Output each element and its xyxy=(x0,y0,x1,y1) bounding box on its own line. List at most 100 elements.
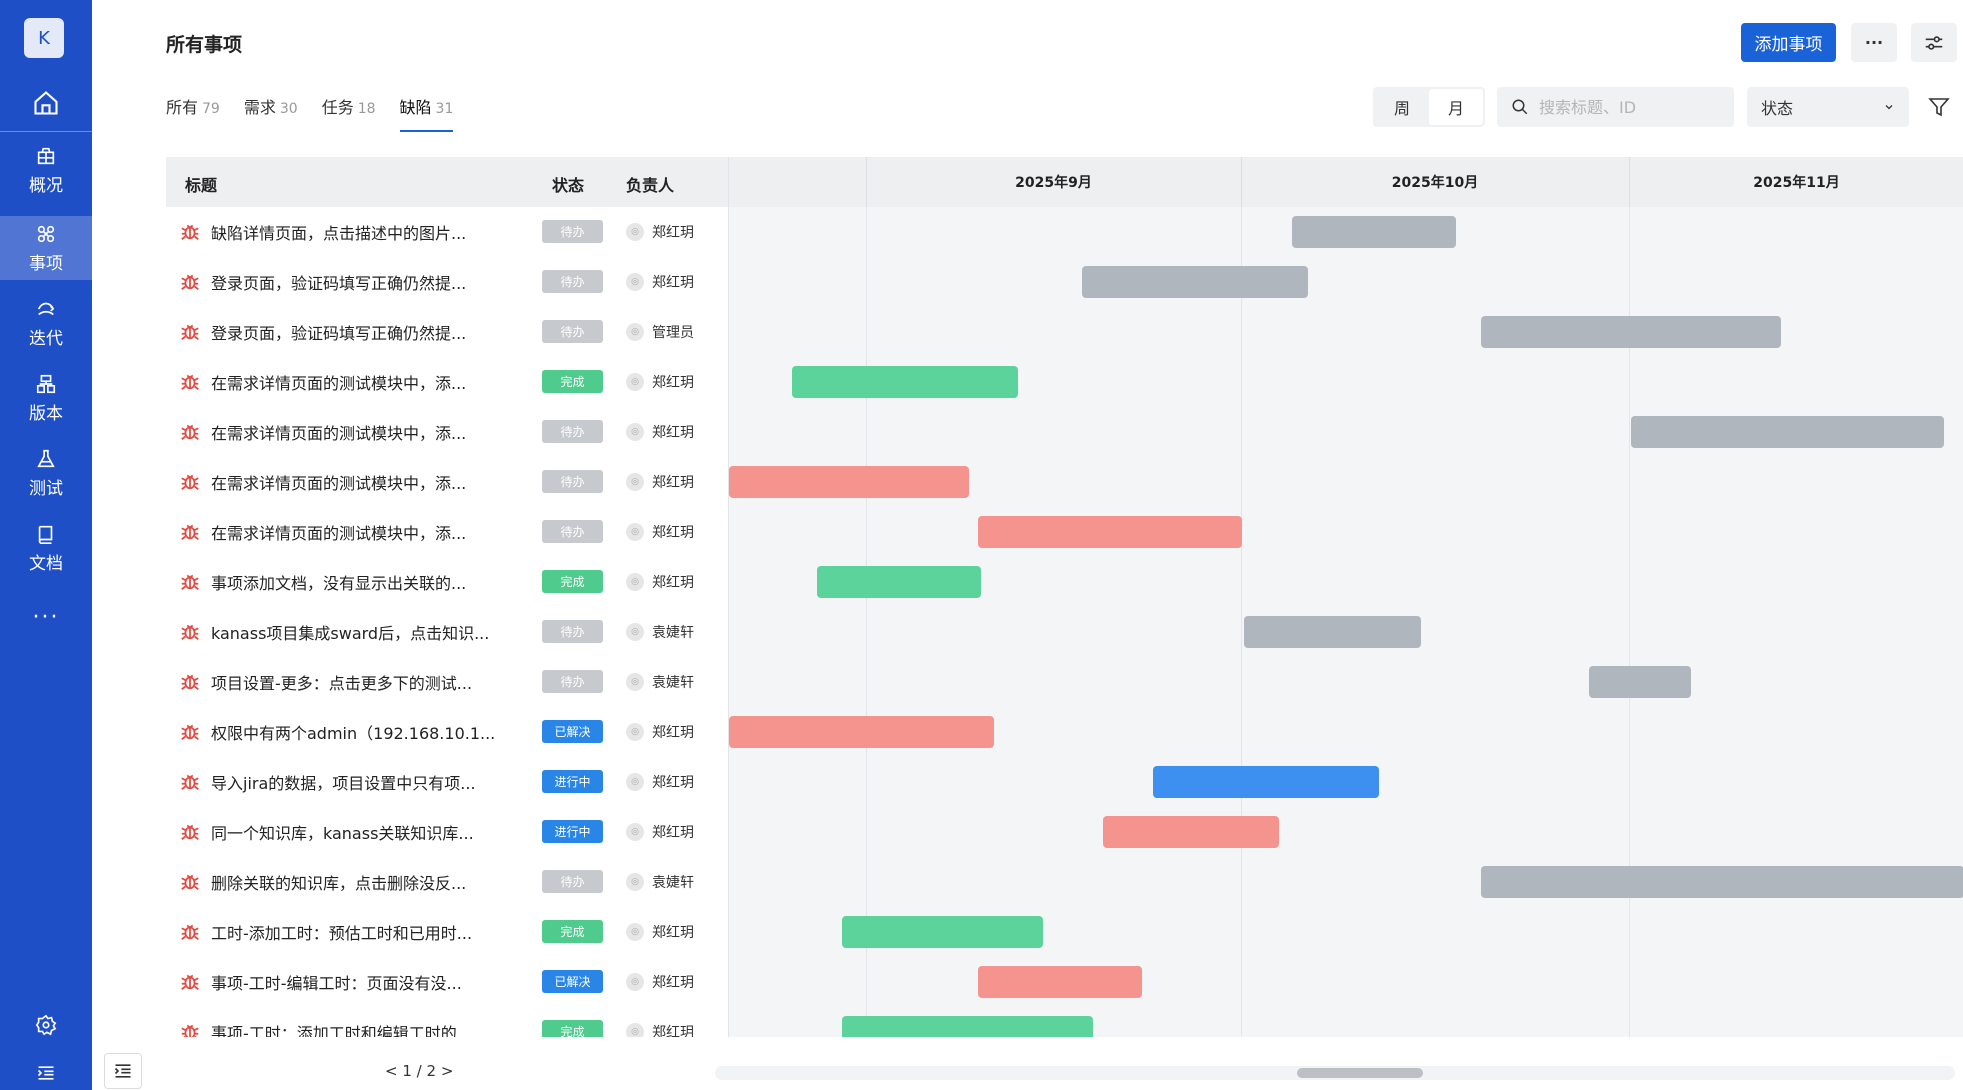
owner-avatar-icon: ◎ xyxy=(626,873,644,891)
avatar[interactable]: K xyxy=(24,18,64,58)
sidebar-item-version[interactable]: 版本 xyxy=(0,366,92,430)
issue-title[interactable]: 工时-添加工时：预估工时和已用时... xyxy=(211,924,473,943)
issue-title[interactable]: 权限中有两个admin（192.168.10.1... xyxy=(211,724,496,743)
list-toggle-button[interactable] xyxy=(104,1053,142,1089)
gantt-bar[interactable] xyxy=(1481,316,1781,348)
gantt-bar[interactable] xyxy=(729,716,994,748)
issue-title[interactable]: 登录页面，验证码填写正确仍然提... xyxy=(211,324,467,343)
table-row[interactable]: 登录页面，验证码填写正确仍然提... 待办 ◎ 管理员 xyxy=(166,307,728,357)
gantt-bar[interactable] xyxy=(1589,666,1691,698)
sidebar-item-sprint[interactable]: 迭代 xyxy=(0,291,92,355)
table-row[interactable]: 缺陷详情页面，点击描述中的图片... 待办 ◎ 郑红玥 xyxy=(166,207,728,257)
sidebar-item-items[interactable]: 事项 xyxy=(0,216,92,280)
home-button[interactable] xyxy=(0,78,92,128)
sliders-icon xyxy=(1925,35,1943,50)
gantt-bar[interactable] xyxy=(842,1016,1093,1037)
issue-title[interactable]: 在需求详情页面的测试模块中，添... xyxy=(211,524,467,543)
version-icon xyxy=(36,374,56,393)
issue-title[interactable]: 缺陷详情页面，点击描述中的图片... xyxy=(211,224,467,243)
month-view-button[interactable]: 月 xyxy=(1429,89,1483,125)
gantt-bar[interactable] xyxy=(842,916,1043,948)
gantt-bar[interactable] xyxy=(1244,616,1421,648)
tab-label: 缺陷 xyxy=(399,98,432,117)
filter-button[interactable] xyxy=(1925,93,1953,121)
gantt-bar[interactable] xyxy=(817,566,981,598)
gantt-bar[interactable] xyxy=(729,466,969,498)
settings-button[interactable] xyxy=(0,1008,92,1042)
add-item-button[interactable]: 添加事项 xyxy=(1741,23,1836,62)
gantt-bar[interactable] xyxy=(1153,766,1379,798)
tab-count: 30 xyxy=(279,101,298,117)
table-row[interactable]: 事项-工时：添加工时和编辑工时的 完成 ◎ 郑红玥 xyxy=(166,1007,728,1037)
sidebar-item-test[interactable]: 测试 xyxy=(0,441,92,505)
issue-title[interactable]: 在需求详情页面的测试模块中，添... xyxy=(211,474,467,493)
issue-title[interactable]: kanass项目集成sward后，点击知识... xyxy=(211,624,490,643)
status-select[interactable]: 状态 xyxy=(1747,87,1909,127)
issue-title[interactable]: 在需求详情页面的测试模块中，添... xyxy=(211,374,467,393)
issue-title[interactable]: 事项添加文档，没有显示出关联的... xyxy=(211,574,467,593)
table-row[interactable]: 权限中有两个admin（192.168.10.1... 已解决 ◎ 郑红玥 xyxy=(166,707,728,757)
tab-task[interactable]: 任务 18 xyxy=(322,94,376,132)
column-owner: 负责人 xyxy=(626,176,675,195)
tab-all[interactable]: 所有 79 xyxy=(166,94,220,132)
status-badge: 进行中 xyxy=(542,820,603,843)
issue-title[interactable]: 项目设置-更多：点击更多下的测试... xyxy=(211,674,473,693)
search-icon xyxy=(1512,99,1528,115)
prev-page-button[interactable]: < xyxy=(385,1062,398,1080)
more-button[interactable]: ··· xyxy=(1851,23,1897,62)
flask-icon xyxy=(37,449,55,467)
issue-title[interactable]: 事项-工时-编辑工时：页面没有没... xyxy=(211,974,462,993)
horizontal-scrollbar[interactable] xyxy=(715,1066,1955,1080)
table-row[interactable]: 工时-添加工时：预估工时和已用时... 完成 ◎ 郑红玥 xyxy=(166,907,728,957)
table-row[interactable]: 导入jira的数据，项目设置中只有项... 进行中 ◎ 郑红玥 xyxy=(166,757,728,807)
table-row[interactable]: kanass项目集成sward后，点击知识... 待办 ◎ 袁婕轩 xyxy=(166,607,728,657)
sidebar-collapse-button[interactable] xyxy=(0,1056,92,1090)
gantt-bar[interactable] xyxy=(1082,266,1308,298)
sidebar-item-overview[interactable]: 概况 xyxy=(0,138,92,202)
status-badge: 待办 xyxy=(542,520,603,543)
table-row[interactable]: 在需求详情页面的测试模块中，添... 待办 ◎ 郑红玥 xyxy=(166,407,728,457)
search-input[interactable] xyxy=(1539,97,1719,117)
gantt-bar[interactable] xyxy=(1292,216,1456,248)
tab-defect[interactable]: 缺陷 31 xyxy=(399,94,453,132)
table-row[interactable]: 事项-工时-编辑工时：页面没有没... 已解决 ◎ 郑红玥 xyxy=(166,957,728,1007)
sidebar-item-label: 文档 xyxy=(29,553,63,574)
issue-title[interactable]: 登录页面，验证码填写正确仍然提... xyxy=(211,274,467,293)
owner-avatar-icon: ◎ xyxy=(626,373,644,391)
table-row[interactable]: 在需求详情页面的测试模块中，添... 完成 ◎ 郑红玥 xyxy=(166,357,728,407)
owner-avatar-icon: ◎ xyxy=(626,573,644,591)
sidebar-more-button[interactable]: ··· xyxy=(32,604,60,630)
scrollbar-thumb[interactable] xyxy=(1297,1068,1423,1078)
owner-name: 郑红玥 xyxy=(652,925,694,941)
table-row[interactable]: 登录页面，验证码填写正确仍然提... 待办 ◎ 郑红玥 xyxy=(166,257,728,307)
table-row[interactable]: 项目设置-更多：点击更多下的测试... 待办 ◎ 袁婕轩 xyxy=(166,657,728,707)
issue-title[interactable]: 事项-工时：添加工时和编辑工时的 xyxy=(211,1024,457,1037)
gantt-bar[interactable] xyxy=(978,966,1142,998)
owner-name: 袁婕轩 xyxy=(652,625,694,641)
issue-title[interactable]: 删除关联的知识库，点击删除没反... xyxy=(211,874,467,893)
table-row[interactable]: 在需求详情页面的测试模块中，添... 待办 ◎ 郑红玥 xyxy=(166,507,728,557)
table-row[interactable]: 事项添加文档，没有显示出关联的... 完成 ◎ 郑红玥 xyxy=(166,557,728,607)
tab-requirement[interactable]: 需求 30 xyxy=(244,94,298,132)
column-title: 标题 xyxy=(185,176,218,195)
gantt-bar[interactable] xyxy=(978,516,1242,548)
table-row[interactable]: 删除关联的知识库，点击删除没反... 待办 ◎ 袁婕轩 xyxy=(166,857,728,907)
sidebar-item-docs[interactable]: 文档 xyxy=(0,516,92,580)
bug-icon xyxy=(181,774,199,790)
table-row[interactable]: 同一个知识库，kanass关联知识库... 进行中 ◎ 郑红玥 xyxy=(166,807,728,857)
issue-title[interactable]: 在需求详情页面的测试模块中，添... xyxy=(211,424,467,443)
owner-name: 郑红玥 xyxy=(652,475,694,491)
owner-avatar-icon: ◎ xyxy=(626,473,644,491)
table-row[interactable]: 在需求详情页面的测试模块中，添... 待办 ◎ 郑红玥 xyxy=(166,457,728,507)
owner-name: 郑红玥 xyxy=(652,775,694,791)
view-settings-button[interactable] xyxy=(1911,23,1957,62)
owner-avatar-icon: ◎ xyxy=(626,423,644,441)
week-view-button[interactable]: 周 xyxy=(1393,99,1410,118)
issue-title[interactable]: 同一个知识库，kanass关联知识库... xyxy=(211,824,474,843)
issue-title[interactable]: 导入jira的数据，项目设置中只有项... xyxy=(211,774,476,793)
gantt-bar[interactable] xyxy=(1103,816,1279,848)
gantt-bar[interactable] xyxy=(792,366,1018,398)
gantt-bar[interactable] xyxy=(1631,416,1944,448)
next-page-button[interactable]: > xyxy=(440,1062,454,1080)
gantt-bar[interactable] xyxy=(1481,866,1963,898)
